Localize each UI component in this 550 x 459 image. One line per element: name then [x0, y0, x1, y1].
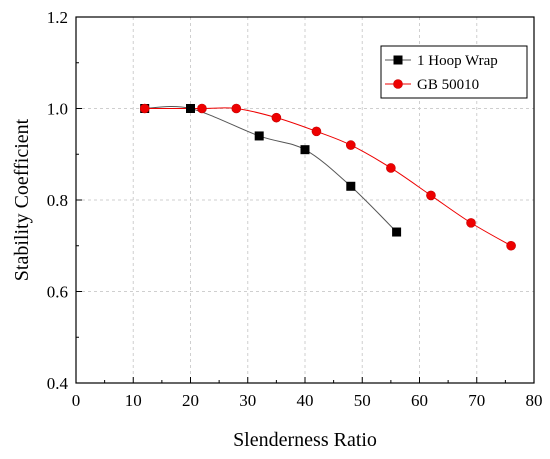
x-tick-label: 50	[354, 391, 371, 410]
data-point-circle	[506, 240, 516, 251]
y-tick-label: 0.6	[47, 283, 68, 302]
x-tick-label: 80	[526, 391, 543, 410]
data-point-circle	[466, 218, 476, 228]
y-tick-label: 1.0	[47, 100, 68, 119]
data-point-circle	[386, 163, 396, 173]
y-axis-title: Stability Coefficient	[11, 118, 33, 281]
legend-items: 1 Hoop Wrap GB 50010	[385, 53, 498, 93]
data-point-circle	[426, 190, 436, 201]
series-markers	[139, 103, 516, 251]
legend-label-2: GB 50010	[417, 77, 479, 93]
y-tick-label: 0.4	[47, 374, 69, 393]
x-tick-label: 30	[239, 391, 256, 410]
x-axis-title: Slenderness Ratio	[233, 429, 377, 451]
legend-box	[380, 45, 528, 99]
x-tick-label: 0	[72, 391, 81, 410]
data-point-circle	[231, 103, 242, 114]
x-tick-label: 60	[411, 391, 428, 410]
x-tick-label: 40	[297, 391, 314, 410]
y-tick-label: 0.8	[47, 191, 68, 210]
data-point-circle	[271, 112, 282, 123]
data-point-circle	[197, 103, 207, 114]
legend-marker-square	[393, 55, 403, 65]
data-point-circle	[345, 140, 356, 150]
data-point-square	[346, 181, 356, 191]
data-point-square	[300, 145, 310, 155]
data-point-circle	[311, 126, 322, 137]
data-point-square	[254, 131, 264, 141]
series-line-2	[144, 107, 512, 247]
series-lines	[144, 105, 512, 247]
x-tick-label: 10	[125, 391, 142, 410]
legend: 1 Hoop Wrap GB 50010	[380, 45, 528, 99]
series-line-1	[144, 105, 397, 233]
legend-label-1: 1 Hoop Wrap	[417, 53, 498, 69]
data-point-circle	[139, 103, 150, 114]
x-tick-label: 20	[182, 391, 199, 410]
data-point-square	[392, 227, 402, 237]
x-tick-label: 70	[468, 391, 485, 410]
legend-marker-circle	[393, 79, 403, 89]
y-tick-label: 1.2	[47, 8, 68, 27]
axis-ticks: 0 10 20 30 40 50 60 70 80 0.4 0.6 0.8 1.0 1.2	[47, 8, 543, 410]
data-point-square	[186, 104, 195, 113]
